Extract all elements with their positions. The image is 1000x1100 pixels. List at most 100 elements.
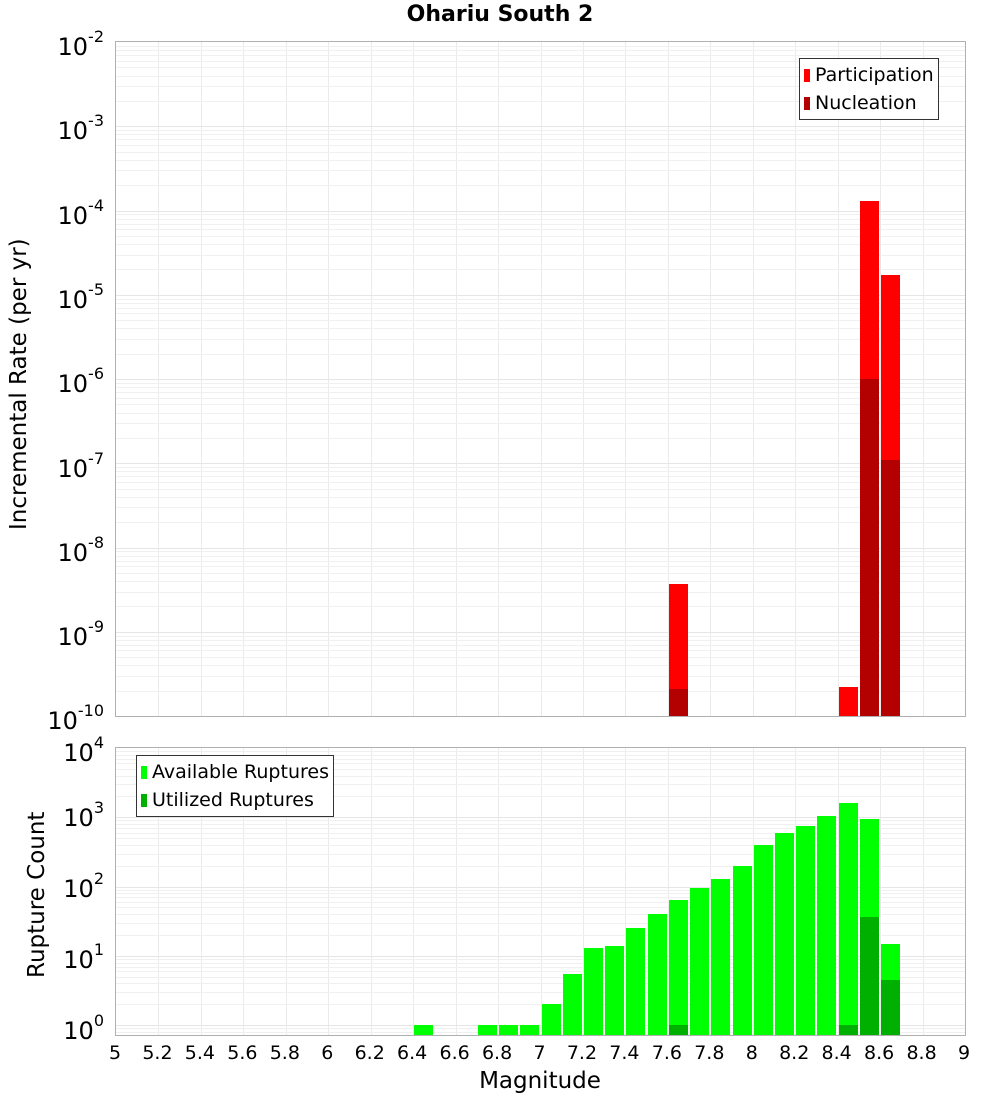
- grid-line: [116, 784, 965, 786]
- grid-line: [116, 768, 965, 770]
- grid-line: [116, 75, 965, 77]
- grid-line: [116, 67, 965, 69]
- x-tick-label: 5: [108, 1042, 122, 1064]
- y-tick-label: 104: [63, 733, 104, 767]
- grid-line: [116, 223, 965, 225]
- grid-line: [880, 748, 882, 1035]
- y-tick-label: 10-9: [57, 617, 105, 652]
- x-tick-label: 5.4: [184, 1042, 215, 1064]
- grid-line: [116, 185, 965, 187]
- grid-line: [116, 496, 965, 498]
- bar-utilized-ruptures: [859, 917, 879, 1035]
- grid-line: [116, 675, 965, 677]
- grid-line: [116, 437, 965, 439]
- grid-line: [116, 397, 965, 399]
- grid-line: [116, 547, 965, 549]
- grid-line: [116, 159, 965, 161]
- y-tick-label: 10-4: [57, 195, 105, 230]
- y-tick-label: 102: [63, 869, 104, 903]
- bar-available-ruptures: [753, 844, 773, 1035]
- grid-line: [116, 423, 965, 425]
- x-tick-label: 6.4: [397, 1042, 428, 1064]
- grid-line: [116, 404, 965, 406]
- grid-line: [116, 853, 965, 855]
- grid-line: [116, 639, 965, 641]
- grid-line: [116, 218, 965, 220]
- grid-line: [116, 690, 965, 692]
- x-tick-label: 8.6: [863, 1042, 895, 1064]
- grid-line: [922, 748, 924, 1035]
- grid-line: [116, 467, 965, 469]
- grid-line: [370, 748, 372, 1035]
- grid-line: [116, 488, 965, 490]
- x-tick-label: 8.4: [821, 1042, 852, 1064]
- bar-utilized-ruptures: [838, 1025, 858, 1035]
- top-plot-area: [115, 41, 966, 717]
- grid-line: [116, 1004, 965, 1006]
- bar-available-ruptures: [774, 832, 794, 1035]
- grid-line: [116, 476, 965, 478]
- x-tick-label: 5.8: [269, 1042, 300, 1064]
- grid-line: [116, 844, 965, 846]
- grid-line: [498, 748, 500, 1035]
- grid-line: [116, 751, 965, 753]
- top-legend: Participation Nucleation: [799, 58, 939, 120]
- bar-participation: [838, 687, 858, 716]
- legend-item-available: Available Ruptures: [141, 758, 329, 786]
- utilized-swatch-icon: [141, 793, 147, 807]
- grid-line: [116, 838, 965, 840]
- bottom-legend: Available Ruptures Utilized Ruptures: [136, 755, 334, 817]
- bar-nucleation: [881, 459, 901, 716]
- grid-line: [667, 748, 669, 1035]
- grid-line: [243, 748, 245, 1035]
- grid-line: [116, 45, 965, 47]
- grid-line: [965, 42, 966, 716]
- y-tick-label: 10-6: [57, 364, 105, 399]
- grid-line: [116, 320, 965, 322]
- nucleation-swatch-icon: [804, 96, 810, 110]
- grid-line: [116, 962, 965, 964]
- grid-line: [116, 581, 965, 583]
- grid-line: [116, 992, 965, 994]
- grid-line: [116, 60, 965, 62]
- bar-available-ruptures: [541, 1004, 561, 1035]
- grid-line: [116, 959, 965, 960]
- grid-line: [116, 55, 965, 57]
- grid-line: [116, 966, 965, 968]
- grid-line: [116, 387, 965, 389]
- grid-line: [116, 893, 965, 895]
- y-tick-label: 101: [63, 940, 104, 974]
- bar-available-ruptures: [838, 803, 858, 1035]
- grid-line: [837, 748, 839, 1035]
- grid-line: [116, 820, 965, 822]
- grid-line: [116, 86, 965, 88]
- grid-line: [965, 748, 966, 1035]
- grid-line: [116, 566, 965, 568]
- grid-line: [116, 907, 965, 909]
- grid-line: [116, 244, 965, 246]
- grid-line: [116, 560, 965, 562]
- y-tick-label: 10-2: [57, 27, 105, 61]
- y-tick-label: 10-8: [57, 532, 105, 567]
- bar-available-ruptures: [711, 878, 731, 1035]
- grid-line: [285, 748, 287, 1035]
- grid-line: [116, 1025, 965, 1027]
- bar-available-ruptures: [690, 888, 710, 1035]
- x-tick-label: 9: [957, 1042, 971, 1064]
- grid-line: [116, 889, 965, 891]
- grid-line: [116, 130, 965, 132]
- grid-line: [116, 828, 965, 829]
- y-tick-label: 10-5: [57, 279, 105, 314]
- grid-line: [116, 901, 965, 903]
- y-tick-label: 10-10: [47, 701, 104, 736]
- grid-line: [116, 379, 965, 380]
- grid-line: [158, 748, 160, 1035]
- grid-line: [116, 382, 965, 384]
- grid-line: [116, 229, 965, 231]
- bar-available-ruptures: [583, 947, 603, 1035]
- grid-line: [116, 338, 965, 340]
- bar-available-ruptures: [477, 1025, 497, 1035]
- grid-line: [116, 865, 965, 867]
- bar-participation: [668, 583, 688, 716]
- grid-line: [116, 635, 965, 637]
